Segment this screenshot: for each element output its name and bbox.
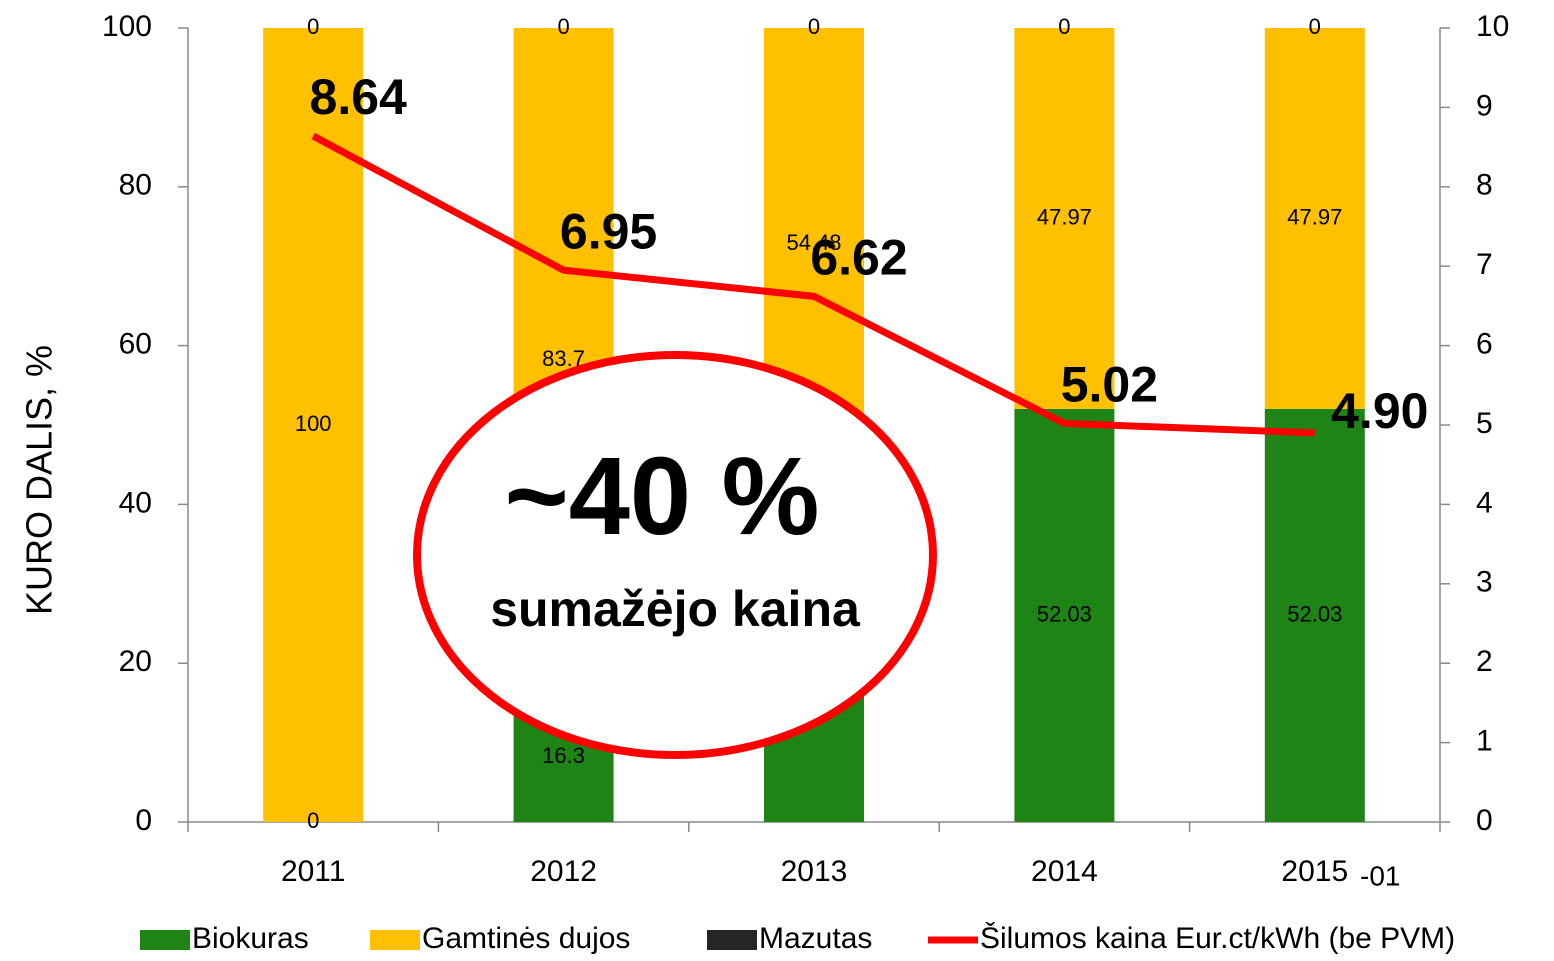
data-label: 0	[307, 14, 319, 39]
data-label: 0	[808, 14, 820, 39]
y2-tick-label: 3	[1476, 566, 1493, 599]
y-tick-label: 0	[135, 804, 152, 837]
data-label: 100	[295, 411, 332, 436]
x-tick-label: 2015	[1281, 855, 1348, 888]
y2-tick-label: 6	[1476, 328, 1493, 361]
data-label: 52.03	[1037, 601, 1092, 626]
y-tick-label: 40	[119, 486, 152, 519]
x-tick-label: 2011	[281, 855, 346, 888]
y-axis-label: KURO DALIS, %	[19, 345, 60, 615]
line-series	[311, 132, 1315, 437]
line-label: 8.64	[310, 69, 408, 125]
data-label: 47.97	[1287, 204, 1342, 229]
legend-swatch	[707, 930, 757, 950]
bar-segment	[263, 28, 364, 822]
highlight-circle	[413, 351, 937, 759]
data-label: 0	[1058, 14, 1070, 39]
x-tick-label: 2014	[1031, 855, 1098, 888]
y2-tick-label: 4	[1476, 486, 1493, 519]
data-label: 16.3	[542, 743, 585, 768]
y2-tick-label: 1	[1476, 725, 1493, 758]
data-label: 54.48	[786, 230, 841, 255]
legend-label: Gamtinės dujos	[422, 922, 630, 955]
legend-swatch	[140, 930, 190, 950]
annotation: sumažėjo kaina	[490, 581, 861, 637]
annotation: ~40 %	[505, 435, 820, 558]
data-label: 0	[557, 14, 569, 39]
data-label: 52.03	[1287, 601, 1342, 626]
y-tick-label: 60	[119, 328, 152, 361]
line-label: 6.62	[810, 230, 907, 286]
y-tick-label: 20	[119, 645, 152, 678]
bar-segment	[1264, 28, 1365, 409]
bar-segment	[1264, 408, 1365, 822]
y2-tick-label: 2	[1476, 645, 1493, 678]
y2-tick-label: 7	[1476, 248, 1493, 281]
legend-label: Biokuras	[192, 922, 309, 955]
y2-tick-label: 0	[1476, 804, 1493, 837]
x-tick-label: 2013	[781, 855, 848, 888]
y-tick-label: 100	[102, 10, 152, 43]
legend-swatch	[370, 930, 420, 950]
legend-label: Šilumos kaina Eur.ct/kWh (be PVM)	[980, 921, 1455, 955]
y2-tick-label: 5	[1476, 407, 1493, 440]
line-label: 4.90	[1331, 383, 1428, 439]
x-tick-label: 2012	[530, 855, 597, 888]
bar-segment	[1014, 28, 1115, 409]
data-label: 0	[307, 808, 319, 833]
legend-label: Mazutas	[759, 922, 872, 955]
y-tick-label: 80	[119, 169, 152, 202]
x-annotation: -01	[1360, 860, 1400, 891]
line-label: 6.95	[560, 203, 657, 259]
y2-tick-label: 8	[1476, 169, 1493, 202]
y2-tick-label: 10	[1476, 10, 1509, 43]
line-label: 5.02	[1061, 357, 1158, 413]
data-label: 0	[1309, 14, 1321, 39]
data-label: 47.97	[1037, 204, 1092, 229]
y2-tick-label: 9	[1476, 89, 1493, 122]
bar-segment	[1014, 408, 1115, 822]
